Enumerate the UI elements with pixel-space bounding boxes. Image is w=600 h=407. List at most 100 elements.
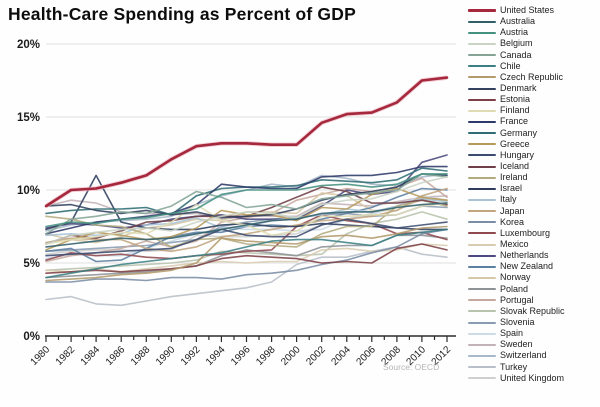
series-line-belgium [45, 176, 448, 245]
legend-item: United Kingdom [468, 373, 598, 384]
legend-label: Australia [500, 16, 536, 27]
legend-label: Sweden [500, 339, 533, 350]
legend-item: Italy [468, 194, 598, 205]
x-tick-label: 1984 [79, 344, 103, 368]
legend-label: Germany [500, 127, 538, 138]
legend-swatch [468, 42, 496, 45]
x-tick-label: 2000 [279, 344, 303, 368]
legend-label: United States [500, 5, 555, 16]
series-line-turkey [45, 246, 448, 307]
legend-label: Greece [500, 138, 530, 149]
legend-item: Denmark [468, 83, 598, 94]
legend-label: New Zealand [500, 261, 554, 272]
legend-swatch [468, 288, 496, 291]
legend-label: Iceland [500, 161, 530, 172]
legend-label: Belgium [500, 38, 533, 49]
x-tick-label: 2004 [329, 344, 353, 368]
legend-item: Greece [468, 139, 598, 150]
series-line-united-states [44, 76, 449, 208]
legend-label: Poland [500, 283, 529, 294]
legend-label: Slovak Republic [500, 305, 565, 316]
legend-swatch [468, 187, 496, 190]
legend-swatch [468, 120, 496, 123]
legend-label: Luxembourg [500, 227, 551, 238]
legend-item: Slovenia [468, 317, 598, 328]
legend-item: Norway [468, 272, 598, 283]
legend-swatch [468, 65, 496, 68]
series-line-estonia [45, 243, 448, 275]
legend: United States Australia Austria Belgium Cana… [468, 5, 598, 384]
legend-swatch [468, 165, 496, 168]
series-line-ireland [45, 199, 448, 248]
series-line-netherlands [45, 154, 448, 229]
source-label: Source: OECD [383, 362, 440, 372]
legend-label: Ireland [500, 172, 528, 183]
legend-item: Korea [468, 217, 598, 228]
y-tick-label: 10% [17, 185, 40, 197]
legend-swatch [468, 265, 496, 268]
legend-item: Portugal [468, 295, 598, 306]
legend-swatch [468, 332, 496, 335]
series-line-chile [45, 228, 448, 279]
legend-swatch [468, 76, 496, 79]
legend-swatch [468, 54, 496, 57]
legend-swatch [468, 9, 496, 13]
legend-swatch [468, 366, 496, 369]
legend-label: Chile [500, 60, 521, 71]
chart-title: Health-Care Spending as Percent of GDP [8, 4, 356, 24]
legend-swatch [468, 132, 496, 135]
series-line-hungary [45, 218, 448, 257]
legend-item: Hungary [468, 150, 598, 161]
legend-item: Iceland [468, 161, 598, 172]
legend-item: Turkey [468, 362, 598, 373]
legend-label: France [500, 116, 529, 127]
y-tick-label: 15% [17, 112, 40, 124]
legend-label: Austria [500, 27, 529, 38]
legend-item: Poland [468, 284, 598, 295]
x-tick-label: 2006 [354, 344, 378, 368]
legend-item: Austria [468, 27, 598, 38]
legend-swatch [468, 154, 496, 157]
legend-label: Norway [500, 272, 531, 283]
legend-item: Australia [468, 16, 598, 27]
legend-item: New Zealand [468, 261, 598, 272]
legend-item: Sweden [468, 339, 598, 350]
legend-swatch [468, 143, 496, 146]
series-line-austria [45, 173, 448, 228]
legend-item: Germany [468, 128, 598, 139]
legend-swatch [468, 210, 496, 213]
legend-item: United States [468, 5, 598, 16]
legend-label: Portugal [500, 294, 534, 305]
series-line-slovenia [45, 205, 448, 253]
x-tick-label: 1982 [54, 344, 78, 368]
legend-label: Italy [500, 194, 517, 205]
series-line-canada [45, 173, 448, 235]
legend-item: Israel [468, 183, 598, 194]
legend-label: United Kingdom [500, 372, 565, 383]
legend-item: Estonia [468, 94, 598, 105]
legend-label: Hungary [500, 149, 535, 160]
legend-item: Ireland [468, 172, 598, 183]
legend-item: Switzerland [468, 350, 598, 361]
legend-swatch [468, 276, 496, 279]
series-line-denmark [45, 173, 448, 219]
legend-swatch [468, 354, 496, 357]
y-tick-label: 20% [17, 39, 40, 51]
legend-swatch [468, 176, 496, 179]
legend-item: France [468, 116, 598, 127]
legend-swatch [468, 98, 496, 101]
x-tick-label: 1998 [254, 344, 278, 368]
legend-item: Czech Republic [468, 72, 598, 83]
x-tick-label: 1994 [204, 344, 228, 368]
legend-swatch [468, 20, 496, 23]
legend-item: Luxembourg [468, 228, 598, 239]
legend-swatch [468, 109, 496, 112]
x-tick-label: 1990 [154, 344, 178, 368]
y-tick-label: 5% [23, 258, 40, 270]
legend-label: Slovenia [500, 317, 535, 327]
legend-swatch [468, 232, 496, 235]
legend-label: Israel [500, 183, 523, 194]
legend-item: Finland [468, 105, 598, 116]
legend-swatch [468, 31, 496, 34]
legend-label: Spain [500, 328, 524, 339]
